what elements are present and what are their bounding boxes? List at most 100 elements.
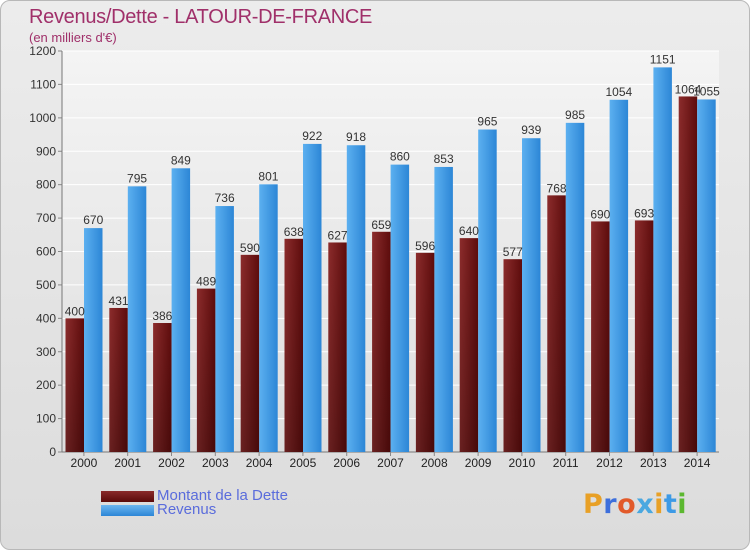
bar-debt-shade [328,242,347,452]
y-tick-label: 1000 [29,111,56,125]
x-tick-label: 2014 [684,456,711,470]
bar-revenue [259,184,278,452]
y-tick-label: 200 [36,378,56,392]
bar-revenue [127,186,147,452]
logo-letter: P [583,489,604,520]
data-label-revenue: 918 [346,130,366,144]
data-label-revenue: 670 [83,213,103,227]
x-tick-label: 2010 [509,456,536,470]
y-tick-label: 1200 [29,44,56,58]
bar-revenue [346,145,366,453]
bar-revenue [84,228,103,452]
legend-label-revenue: Revenus [157,501,217,518]
y-tick-label: 500 [36,278,56,292]
y-tick-label: 600 [36,245,56,259]
bar-revenue [434,166,453,453]
data-label-debt: 638 [284,225,304,239]
bar-debt-shade [415,252,435,452]
data-label-debt: 431 [109,294,129,308]
x-tick-label: 2011 [553,456,579,470]
proxiti-logo: Proxiti [583,489,687,520]
bar-revenue [390,164,410,452]
bar-debt-shade [196,288,216,452]
data-label-revenue: 939 [521,123,541,137]
logo-letter: o [617,489,637,520]
y-tick-label: 900 [36,144,56,158]
x-tick-label: 2002 [158,456,185,470]
x-tick-label: 2000 [71,456,98,470]
bar-debt-shade [547,195,566,453]
bar-debt-shade [459,238,479,452]
bar-debt-shade [240,254,260,452]
bar-revenue [609,99,629,452]
logo-letter: x [636,489,655,520]
x-tick-label: 2003 [202,456,229,470]
bar-debt-shade [65,318,84,452]
x-tick-label: 2009 [465,456,492,470]
data-label-debt: 659 [371,218,391,232]
legend-label-debt: Montant de la Dette [157,487,288,504]
data-label-revenue: 801 [258,169,278,183]
bar-debt-shade [109,307,128,452]
bar-debt-shade [284,238,303,452]
data-label-debt: 489 [196,275,216,289]
x-tick-label: 2013 [640,456,667,470]
data-label-revenue: 1054 [605,85,632,99]
x-tick-label: 2012 [596,456,623,470]
logo-letter: i [677,489,688,520]
bar-revenue [565,122,585,453]
bar-revenue [215,206,234,452]
data-label-revenue: 985 [565,108,585,122]
data-label-revenue: 922 [302,129,322,143]
data-label-revenue: 736 [215,191,235,205]
legend-swatch-revenue [101,505,154,516]
bar-debt-shade [634,220,654,452]
y-tick-label: 100 [36,412,56,426]
x-tick-label: 2006 [333,456,360,470]
y-tick-label: 300 [36,345,56,359]
y-tick-label: 800 [36,178,56,192]
data-label-revenue: 860 [390,150,410,164]
logo-letter: r [603,489,618,520]
bar-revenue [303,143,322,453]
y-tick-label: 400 [36,311,56,325]
bar-debt-shade [153,323,172,452]
data-label-revenue: 853 [434,152,454,166]
data-label-debt: 640 [459,224,479,238]
data-label-debt: 590 [240,241,260,255]
bar-revenue [697,99,716,453]
logo-letter: i [654,489,664,520]
x-tick-label: 2008 [421,456,448,470]
data-label-debt: 400 [65,304,85,318]
bar-revenue [653,67,672,452]
bar-debt-shade [591,221,610,452]
x-tick-label: 2005 [290,456,317,470]
data-label-debt: 690 [590,207,610,221]
data-label-revenue: 1055 [693,84,720,98]
data-label-revenue: 849 [171,153,191,167]
data-label-revenue: 795 [127,171,147,185]
logo-letter: t [663,489,678,520]
legend-swatch-debt [101,491,154,502]
data-label-revenue: 1151 [650,52,676,66]
bar-debt-shade [503,259,522,452]
x-tick-label: 2007 [377,456,404,470]
y-tick-label: 1100 [30,77,56,91]
chart-title: Revenus/Dette - LATOUR-DE-FRANCE [29,6,373,28]
x-tick-label: 2004 [246,456,273,470]
bar-revenue [478,129,497,452]
data-label-revenue: 965 [477,115,497,129]
y-tick-label: 0 [49,445,56,459]
bar-revenue [522,138,541,452]
data-label-debt: 577 [503,245,523,259]
data-label-debt: 386 [152,309,172,323]
data-label-debt: 768 [547,181,567,195]
y-tick-label: 700 [36,211,56,225]
data-label-debt: 1064 [675,82,702,96]
bar-debt-shade [372,231,391,452]
data-label-debt: 596 [415,239,435,253]
bar-debt-shade [678,96,698,453]
bar-revenue [171,168,191,453]
